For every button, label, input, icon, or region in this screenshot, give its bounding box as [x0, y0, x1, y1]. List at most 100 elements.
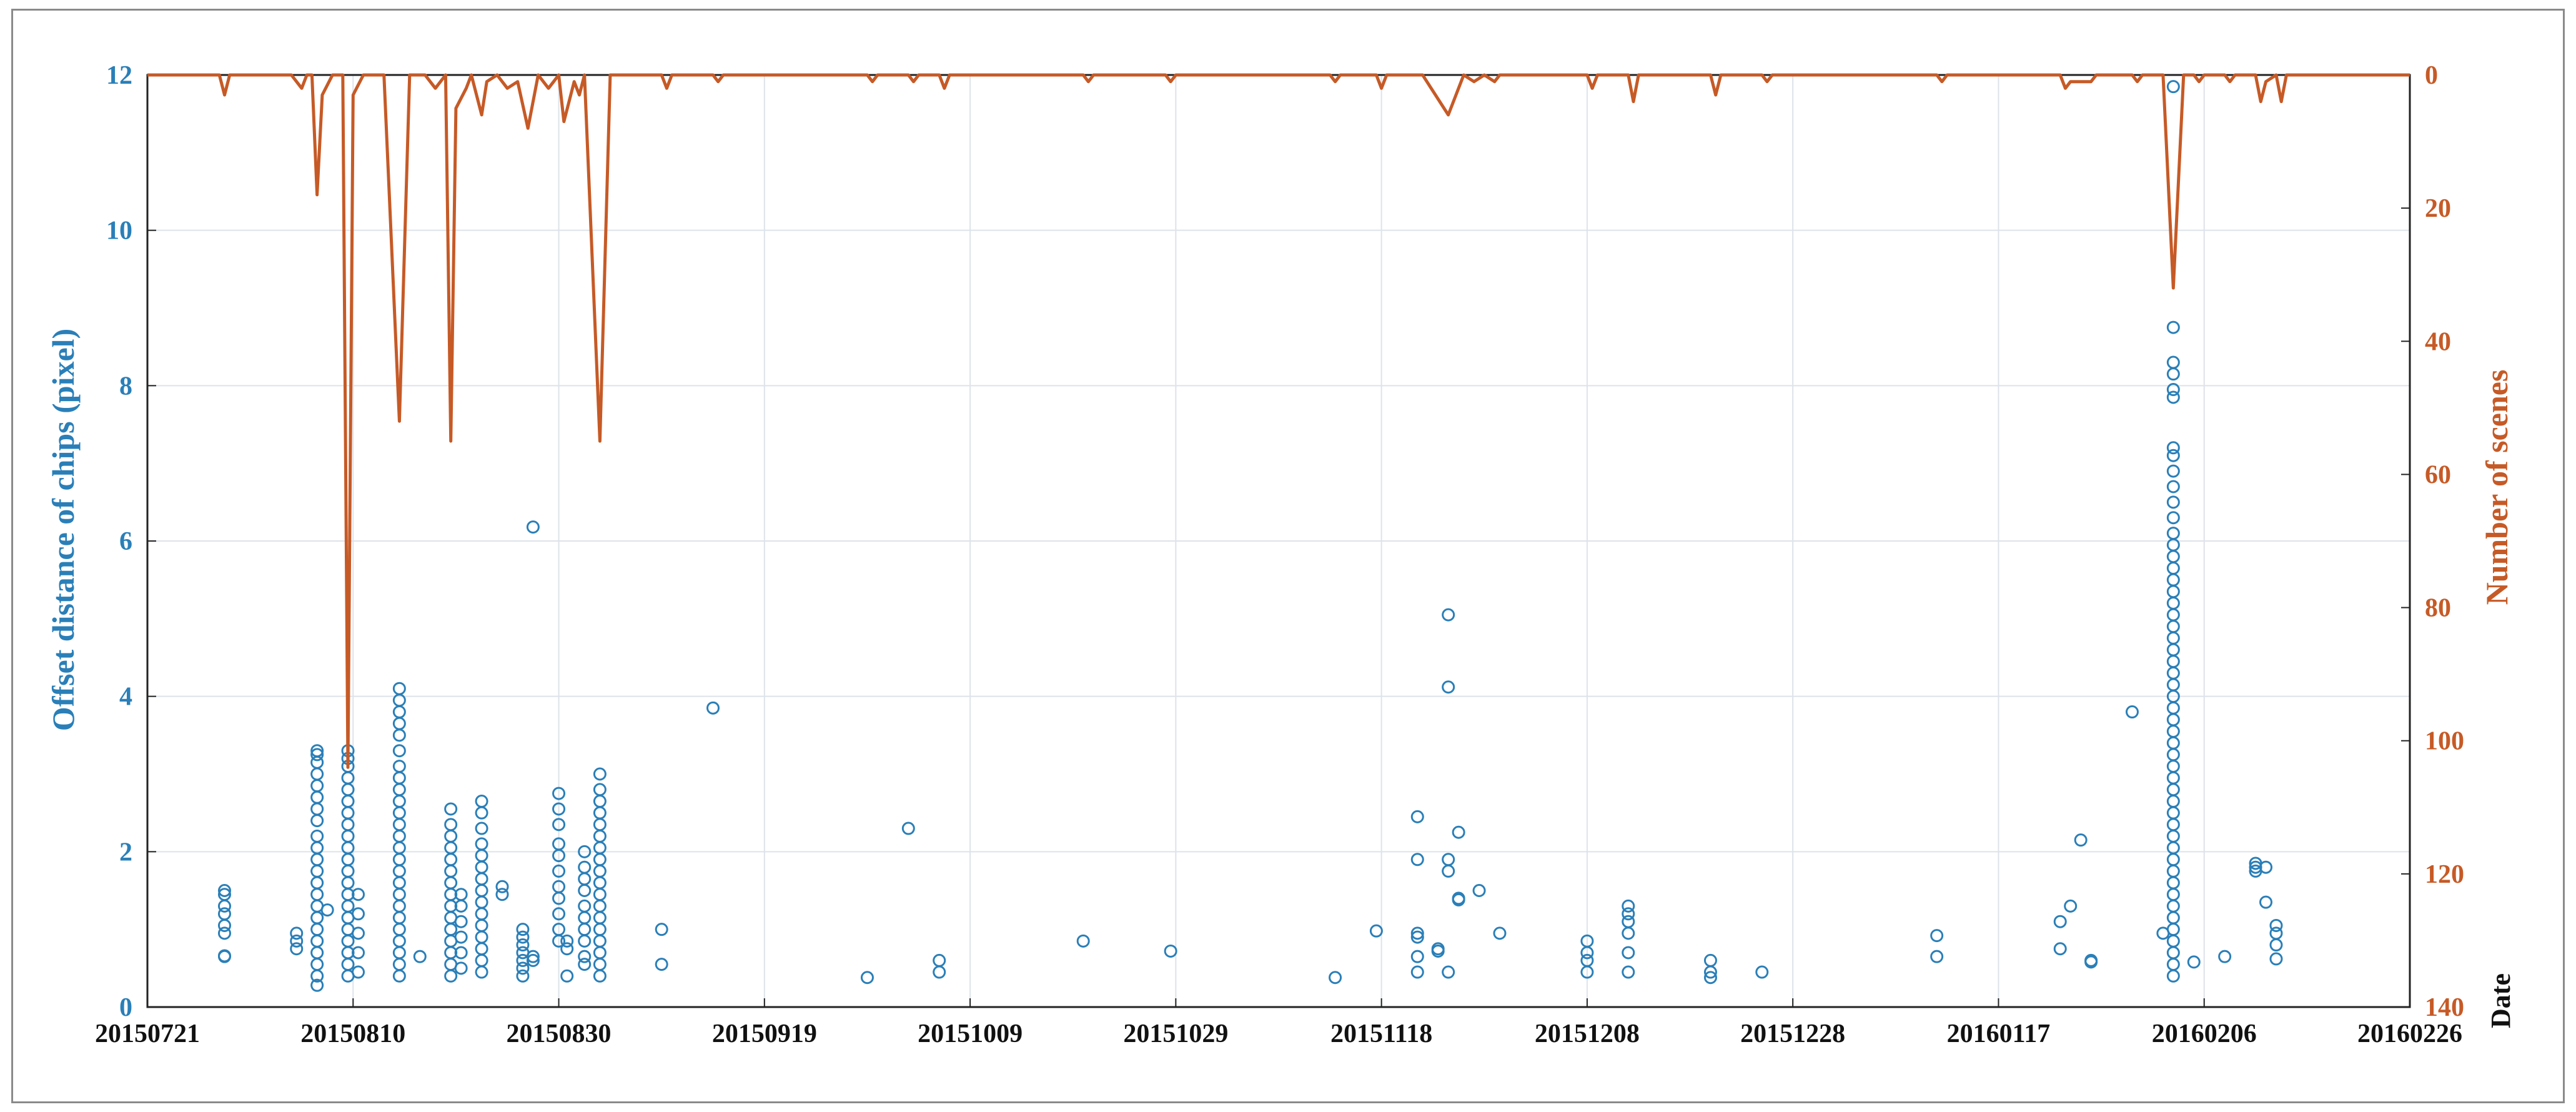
scatter-point — [352, 965, 365, 979]
scatter-point — [217, 899, 231, 913]
scatter-point — [593, 853, 607, 866]
x-tick-label: 20150919 — [712, 1020, 817, 1048]
scatter-point — [2166, 550, 2180, 563]
scatter-point — [217, 949, 231, 963]
scatter-point — [1076, 934, 1090, 948]
y-left-tick-label: 0 — [119, 993, 132, 1022]
scatter-point — [2166, 631, 2180, 645]
scatter-point — [310, 767, 324, 781]
scatter-point — [1622, 926, 1635, 940]
scatter-point — [593, 795, 607, 808]
scatter-point — [1622, 946, 1635, 960]
scatter-point — [2125, 705, 2139, 719]
scatter-point — [2166, 934, 2180, 948]
scatter-point — [454, 915, 468, 928]
scatter-point — [2166, 736, 2180, 750]
scatter-point — [2166, 771, 2180, 785]
scatter-point — [1442, 853, 1455, 866]
scenes-line — [147, 73, 2410, 769]
scatter-point — [454, 961, 468, 975]
scatter-point — [217, 888, 231, 901]
scatter-point — [392, 783, 406, 797]
scatter-point — [392, 760, 406, 773]
scatter-point — [454, 946, 468, 960]
scatter-point — [2053, 942, 2067, 956]
scatter-point — [310, 779, 324, 793]
scatter-point — [217, 918, 231, 932]
scatter-point — [217, 926, 231, 940]
scatter-point — [593, 888, 607, 901]
scatter-point — [310, 790, 324, 804]
scatter-point — [578, 934, 592, 948]
scatter-point — [392, 771, 406, 785]
scatter-point — [593, 783, 607, 797]
scatter-point — [352, 888, 365, 901]
scatter-point — [2166, 655, 2180, 668]
scatter-series-offset-distance — [217, 80, 2283, 992]
scatter-point — [2166, 853, 2180, 866]
scatter-point — [560, 942, 574, 956]
y-left-tick-label: 10 — [106, 217, 132, 246]
scatter-point — [341, 864, 355, 878]
scatter-point — [475, 953, 488, 967]
scatter-point — [495, 888, 509, 901]
scatter-point — [454, 888, 468, 901]
scatter-point — [2166, 643, 2180, 657]
scatter-point — [1410, 965, 1424, 979]
x-tick-label: 20151009 — [918, 1020, 1023, 1048]
scatter-point — [392, 946, 406, 960]
x-tick-label: 20160226 — [2357, 1020, 2462, 1048]
scatter-point — [578, 950, 592, 963]
scatter-point — [1930, 950, 1944, 963]
scatter-point — [2166, 806, 2180, 820]
scatter-point — [341, 876, 355, 890]
scatter-point — [2166, 573, 2180, 587]
scatter-point — [392, 969, 406, 983]
scatter-point — [392, 934, 406, 948]
scatter-point — [392, 682, 406, 695]
y-left-tick-label: 6 — [119, 527, 132, 556]
scatter-point — [392, 876, 406, 890]
scatter-point — [2269, 938, 2283, 952]
scatter-point — [1622, 965, 1635, 979]
x-tick-label: 20150830 — [507, 1020, 612, 1048]
scatter-point — [1703, 953, 1717, 967]
scatter-point — [593, 958, 607, 971]
scatter-point — [552, 864, 566, 878]
scatter-point — [1410, 950, 1424, 963]
scatter-point — [475, 795, 488, 808]
scatter-point — [516, 923, 530, 936]
scatter-point — [1442, 864, 1455, 878]
scatter-point — [495, 880, 509, 893]
scatter-point — [2064, 899, 2078, 913]
scatter-point — [392, 864, 406, 878]
scatter-point — [2166, 899, 2180, 913]
scatter-point — [578, 899, 592, 913]
scatter-point — [516, 961, 530, 975]
scatter-point — [1431, 942, 1445, 956]
scatter-point — [526, 520, 540, 534]
scatter-point — [516, 938, 530, 952]
x-tick-label: 20151208 — [1535, 1020, 1640, 1048]
x-tick-label: 20160206 — [2152, 1020, 2257, 1048]
scatter-point — [1410, 810, 1424, 823]
scatter-point — [475, 965, 488, 979]
x-tick-label: 20151029 — [1123, 1020, 1228, 1048]
y-left-tick-label: 8 — [119, 372, 132, 400]
line-series-number-of-scenes — [147, 73, 2410, 769]
scatter-point — [2053, 915, 2067, 928]
scatter-point — [860, 971, 874, 985]
scatter-point — [392, 818, 406, 832]
scatter-point — [217, 884, 231, 897]
scatter-point — [2166, 713, 2180, 727]
scatter-point — [310, 923, 324, 936]
scatter-point — [341, 806, 355, 820]
scatter-point — [2166, 511, 2180, 525]
scatter-point — [1622, 899, 1635, 913]
scatter-point — [341, 771, 355, 785]
scatter-point — [593, 876, 607, 890]
scatter-point — [593, 969, 607, 983]
scatter-point — [341, 818, 355, 832]
scatter-point — [310, 978, 324, 992]
